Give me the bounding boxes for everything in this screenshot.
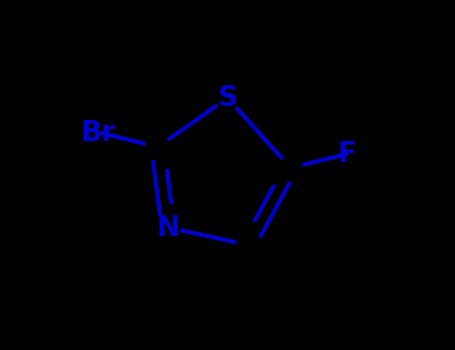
- Text: F: F: [337, 140, 356, 168]
- Text: S: S: [217, 84, 238, 112]
- Text: Br: Br: [81, 119, 116, 147]
- Text: N: N: [157, 214, 180, 242]
